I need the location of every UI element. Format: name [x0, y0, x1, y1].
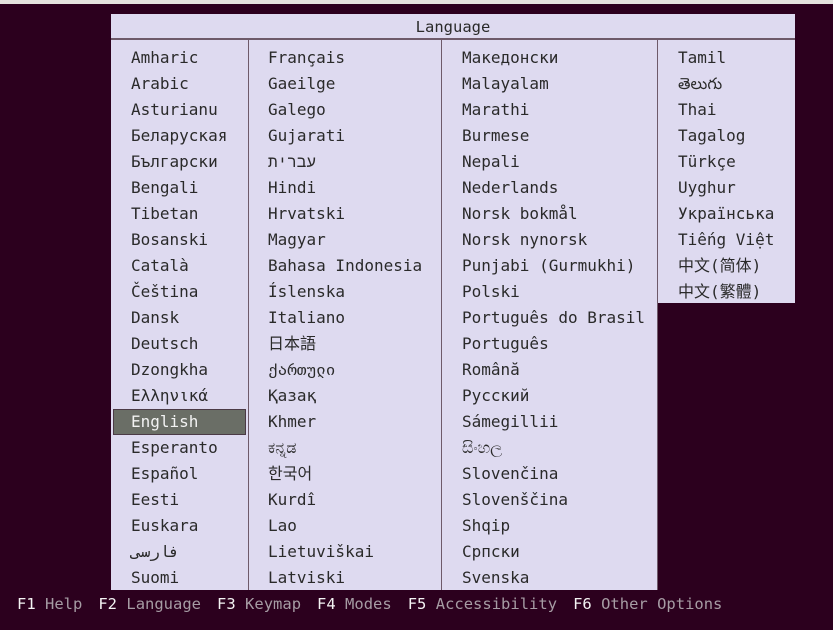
- language-option[interactable]: తెలుగు: [678, 74, 723, 93]
- key-action: Language: [126, 595, 202, 613]
- language-option[interactable]: Burmese: [462, 126, 530, 145]
- language-option[interactable]: Asturianu: [131, 100, 218, 119]
- language-option[interactable]: فارسی: [131, 542, 180, 561]
- language-option[interactable]: Hindi: [268, 178, 317, 197]
- language-option[interactable]: Română: [462, 360, 520, 379]
- language-option[interactable]: Amharic: [131, 48, 199, 67]
- language-option[interactable]: Shqip: [462, 516, 511, 535]
- language-option[interactable]: Magyar: [268, 230, 326, 249]
- key-action: Accessibility: [435, 595, 558, 613]
- language-option[interactable]: Slovenščina: [462, 490, 568, 509]
- key-action: Help: [45, 595, 83, 613]
- language-option[interactable]: Tagalog: [678, 126, 746, 145]
- language-option[interactable]: English: [113, 409, 246, 435]
- key-label: F4: [317, 595, 336, 613]
- language-option[interactable]: Sámegillii: [462, 412, 559, 431]
- function-key-f5[interactable]: F5 Accessibility: [408, 595, 557, 613]
- language-option[interactable]: Tamil: [678, 48, 727, 67]
- key-label: F3: [217, 595, 236, 613]
- language-column-1: Amharic Arabic Asturianu Беларуская Българск…: [111, 40, 249, 590]
- function-key-f6[interactable]: F6 Other Options: [573, 595, 722, 613]
- language-option[interactable]: Македонски: [462, 48, 559, 67]
- language-option[interactable]: Thai: [678, 100, 717, 119]
- language-option[interactable]: Galego: [268, 100, 326, 119]
- language-option[interactable]: Punjabi (Gurmukhi): [462, 256, 636, 275]
- language-option[interactable]: Gujarati: [268, 126, 346, 145]
- language-option[interactable]: Dansk: [131, 308, 180, 327]
- language-option[interactable]: Khmer: [268, 412, 317, 431]
- language-option[interactable]: Hrvatski: [268, 204, 346, 223]
- language-option[interactable]: Marathi: [462, 100, 530, 119]
- language-column-4: Tamil తెలుగు Thai Tagalog Türkçe Uyghur Україн…: [658, 40, 795, 303]
- key-action: Other Options: [601, 595, 723, 613]
- language-option[interactable]: Қазақ: [268, 386, 317, 405]
- language-option[interactable]: Italiano: [268, 308, 346, 327]
- language-option[interactable]: Bengali: [131, 178, 199, 197]
- language-option[interactable]: Esperanto: [131, 438, 218, 457]
- language-option[interactable]: Српски: [462, 542, 520, 561]
- language-option[interactable]: සිංහල: [462, 438, 503, 457]
- language-option[interactable]: 한국어: [268, 464, 313, 483]
- language-option[interactable]: Bosanski: [131, 230, 209, 249]
- language-option[interactable]: Polski: [462, 282, 520, 301]
- language-option[interactable]: ಕನ್ನಡ: [268, 438, 297, 457]
- language-option[interactable]: Euskara: [131, 516, 199, 535]
- language-option[interactable]: Íslenska: [268, 282, 346, 301]
- language-option[interactable]: Svenska: [462, 568, 530, 587]
- language-option[interactable]: Slovenčina: [462, 464, 559, 483]
- language-option[interactable]: Español: [131, 464, 199, 483]
- language-option[interactable]: Türkçe: [678, 152, 736, 171]
- key-action: Keymap: [245, 595, 302, 613]
- function-key-bar: F1 Help F2 Language F3 Keymap F4 Modes F5 Ac…: [17, 594, 738, 614]
- language-option[interactable]: Kurdî: [268, 490, 317, 509]
- language-option[interactable]: Ελληνικά: [131, 386, 209, 405]
- dialog-title: Language: [111, 14, 795, 40]
- function-key-f2[interactable]: F2 Language: [98, 595, 201, 613]
- function-key-f4[interactable]: F4 Modes: [317, 595, 392, 613]
- language-option[interactable]: Eesti: [131, 490, 180, 509]
- key-label: F1: [17, 595, 36, 613]
- language-option[interactable]: Português: [462, 334, 549, 353]
- language-option[interactable]: Tibetan: [131, 204, 199, 223]
- language-option[interactable]: 中文(繁體): [678, 282, 762, 301]
- language-option[interactable]: Català: [131, 256, 189, 275]
- language-option[interactable]: Português do Brasil: [462, 308, 646, 327]
- language-option[interactable]: Malayalam: [462, 74, 549, 93]
- function-key-f1[interactable]: F1 Help: [17, 595, 82, 613]
- language-option[interactable]: Gaeilge: [268, 74, 336, 93]
- language-option[interactable]: Arabic: [131, 74, 189, 93]
- key-action: Modes: [345, 595, 392, 613]
- language-option[interactable]: Uyghur: [678, 178, 736, 197]
- language-option[interactable]: Nederlands: [462, 178, 559, 197]
- language-option[interactable]: Latviski: [268, 568, 346, 587]
- top-strip: [0, 0, 833, 4]
- language-option[interactable]: Lietuviškai: [268, 542, 374, 561]
- language-option[interactable]: 日本語: [268, 334, 317, 353]
- key-label: F2: [98, 595, 118, 613]
- key-label: F5: [407, 595, 427, 613]
- language-option[interactable]: Беларуская: [131, 126, 228, 145]
- language-option[interactable]: Français: [268, 48, 346, 67]
- language-option[interactable]: Українська: [678, 204, 775, 223]
- language-option[interactable]: 中文(简体): [678, 256, 762, 275]
- language-option[interactable]: Lao: [268, 516, 297, 535]
- language-column-2: Français Gaeilge Galego Gujarati עברית Hindi H…: [249, 40, 442, 590]
- language-option[interactable]: ქართული: [268, 360, 336, 379]
- function-key-f3[interactable]: F3 Keymap: [217, 595, 301, 613]
- language-option[interactable]: Bahasa Indonesia: [268, 256, 423, 275]
- language-column-3: Македонски Malayalam Marathi Burmese Nepali N…: [442, 40, 658, 590]
- key-label: F6: [573, 595, 592, 613]
- language-option[interactable]: Suomi: [131, 568, 180, 587]
- language-option[interactable]: Български: [131, 152, 218, 171]
- language-option[interactable]: Tiếng Việt: [678, 230, 775, 249]
- language-option[interactable]: Русский: [462, 386, 530, 405]
- language-option[interactable]: Norsk nynorsk: [462, 230, 588, 249]
- language-option[interactable]: Nepali: [462, 152, 520, 171]
- language-option[interactable]: Čeština: [131, 282, 199, 301]
- language-option[interactable]: עברית: [268, 152, 317, 171]
- language-option[interactable]: Dzongkha: [131, 360, 209, 379]
- language-option[interactable]: Deutsch: [131, 334, 199, 353]
- language-option[interactable]: Norsk bokmål: [462, 204, 578, 223]
